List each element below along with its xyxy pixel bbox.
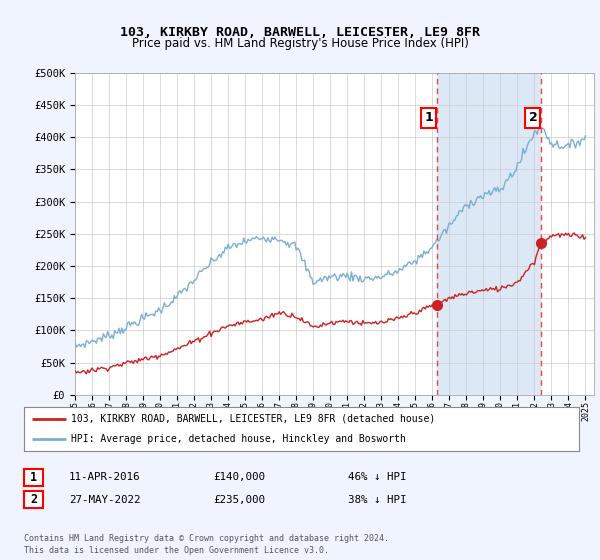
Text: 11-APR-2016: 11-APR-2016 [69, 472, 140, 482]
Text: 1: 1 [30, 470, 37, 484]
Text: 27-MAY-2022: 27-MAY-2022 [69, 494, 140, 505]
Text: 46% ↓ HPI: 46% ↓ HPI [348, 472, 407, 482]
Text: 1: 1 [424, 111, 433, 124]
Text: 38% ↓ HPI: 38% ↓ HPI [348, 494, 407, 505]
Text: £140,000: £140,000 [213, 472, 265, 482]
Bar [437, 73, 541, 395]
Text: Price paid vs. HM Land Registry's House Price Index (HPI): Price paid vs. HM Land Registry's House … [131, 37, 469, 50]
Text: Contains HM Land Registry data © Crown copyright and database right 2024.
This d: Contains HM Land Registry data © Crown c… [24, 534, 389, 555]
Text: 2: 2 [529, 111, 537, 124]
Text: £235,000: £235,000 [213, 494, 265, 505]
Text: HPI: Average price, detached house, Hinckley and Bosworth: HPI: Average price, detached house, Hinc… [71, 434, 406, 444]
Text: 103, KIRKBY ROAD, BARWELL, LEICESTER, LE9 8FR: 103, KIRKBY ROAD, BARWELL, LEICESTER, LE… [120, 26, 480, 39]
Text: 2: 2 [30, 493, 37, 506]
Text: 103, KIRKBY ROAD, BARWELL, LEICESTER, LE9 8FR (detached house): 103, KIRKBY ROAD, BARWELL, LEICESTER, LE… [71, 414, 436, 424]
